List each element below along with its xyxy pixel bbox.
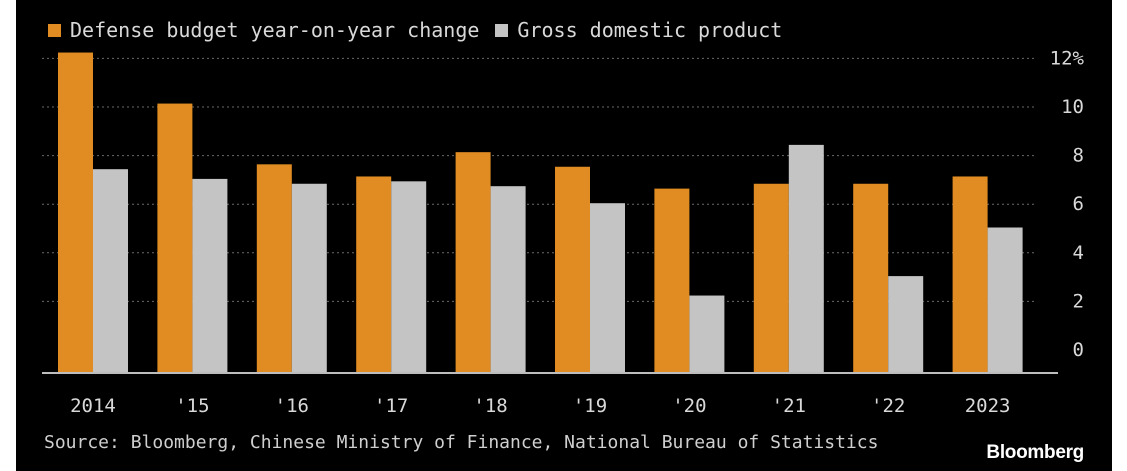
bar-defense (455, 152, 491, 373)
x-tick-label: '19 (573, 395, 607, 417)
bar-defense (753, 183, 789, 373)
x-tick-label: '16 (275, 395, 309, 417)
legend-swatch-gdp (495, 23, 509, 37)
bar-gdp (689, 295, 725, 373)
y-tick-label: 4 (1073, 242, 1084, 264)
legend-label-defense: Defense budget year-on-year change (70, 18, 480, 42)
bar-gdp (291, 183, 327, 373)
x-tick-label: '22 (871, 395, 905, 417)
bar-gdp (93, 169, 128, 373)
bar-defense (356, 176, 392, 373)
bar-gdp (590, 203, 625, 373)
x-tick-label: '17 (374, 395, 408, 417)
legend: Defense budget year-on-year change Gross… (48, 18, 798, 42)
legend-item-defense: Defense budget year-on-year change (48, 18, 479, 42)
legend-label-gdp: Gross domestic product (517, 18, 783, 42)
bloomberg-logo: Bloomberg (986, 442, 1084, 463)
x-tick-label: '20 (672, 395, 706, 417)
bar-gdp (987, 227, 1023, 373)
legend-item-gdp: Gross domestic product (495, 18, 782, 42)
bar-gdp (888, 276, 924, 373)
source-note: Source: Bloomberg, Chinese Ministry of F… (44, 432, 879, 453)
legend-swatch-defense (48, 23, 61, 37)
bar-defense (952, 176, 988, 373)
bar-gdp (490, 186, 526, 373)
y-tick-label: 0 (1073, 339, 1084, 361)
bar-defense (58, 52, 93, 373)
x-tick-label: 2014 (70, 395, 116, 417)
bar-defense (555, 166, 590, 373)
x-tick-label: '18 (473, 395, 507, 417)
bar-defense (256, 164, 292, 373)
y-tick-label: 2 (1073, 290, 1084, 312)
bar-chart: 0 2 4 6 8 10 12% 2014 '15 '16 '17 '18 '19 '20 '21 '22 20… (42, 47, 1085, 417)
bar-gdp (391, 181, 427, 373)
x-tick-label: '21 (772, 395, 806, 417)
chart-panel: Defense budget year-on-year change Gross… (16, 0, 1112, 471)
bar-defense (157, 103, 193, 373)
x-tick-label: '15 (175, 395, 209, 417)
bar-gdp (788, 144, 824, 373)
y-tick-label: 6 (1073, 193, 1084, 215)
y-tick-label: 8 (1073, 145, 1084, 167)
bar-defense (654, 188, 690, 373)
y-tick-label: 10 (1061, 96, 1084, 118)
x-tick-label: 2023 (965, 395, 1011, 417)
bar-gdp (192, 178, 228, 373)
bar-defense (853, 183, 889, 373)
y-tick-label: 12% (1050, 47, 1085, 69)
